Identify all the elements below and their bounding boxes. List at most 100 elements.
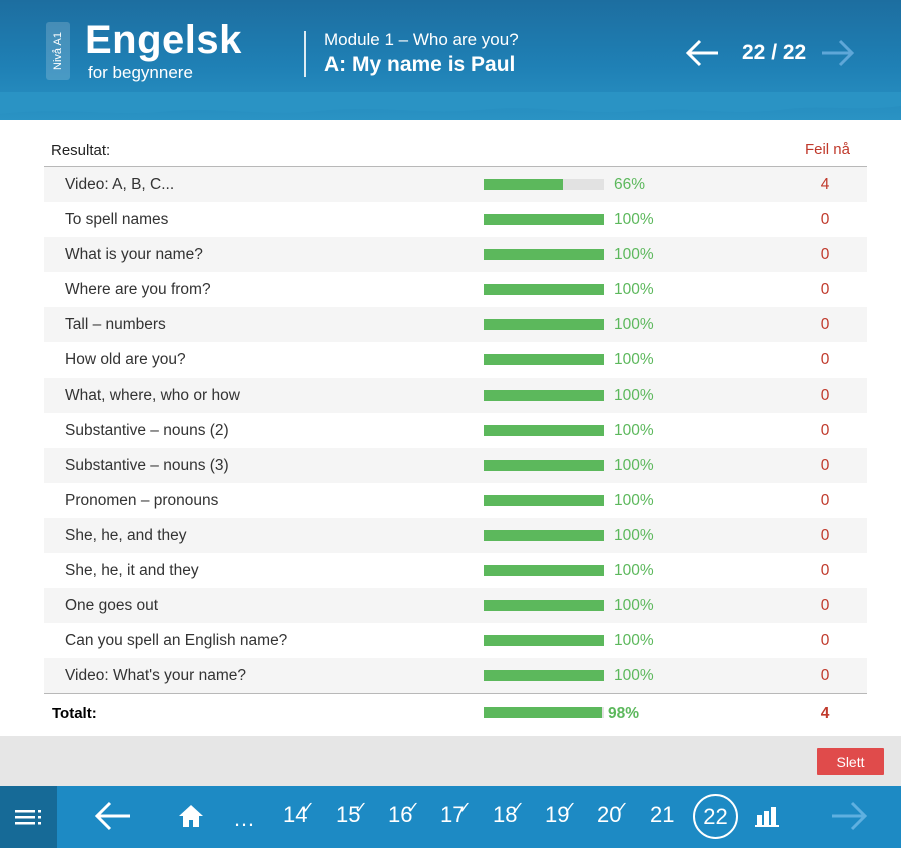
table-row: Video: What's your name? 100% 0: [44, 658, 867, 694]
percent-value: 100%: [614, 632, 654, 650]
total-label: Totalt:: [52, 705, 97, 723]
exercise-name: Pronomen – pronouns: [65, 491, 219, 509]
arrow-right-icon[interactable]: [818, 36, 856, 70]
page-number: 19: [545, 802, 570, 827]
table-row: Substantive – nouns (3) 100% 0: [44, 447, 867, 483]
exercise-name: Substantive – nouns (3): [65, 456, 229, 474]
exercise-name: Video: A, B, C...: [65, 176, 175, 193]
progress-bar: [484, 670, 604, 682]
page-link[interactable]: 20 ✓: [597, 800, 628, 828]
arrow-left-icon[interactable]: [93, 799, 133, 833]
percent-value: 100%: [614, 281, 654, 299]
error-count: 0: [820, 281, 830, 299]
delete-button[interactable]: Slett: [817, 748, 884, 775]
table-row: Where are you from? 100% 0: [44, 272, 867, 307]
error-count: 0: [820, 351, 830, 369]
progress-fill: [484, 529, 604, 541]
page-link[interactable]: 17 ✓: [440, 800, 471, 828]
level-badge: Nivå A1: [46, 22, 70, 80]
check-icon: ✓: [301, 800, 315, 817]
error-count: 0: [820, 491, 830, 509]
arrow-left-icon[interactable]: [684, 36, 722, 70]
percent-value: 100%: [614, 562, 654, 580]
check-icon: ✓: [563, 800, 577, 817]
total-percent: 98%: [608, 705, 640, 723]
exercise-name: What is your name?: [65, 246, 203, 264]
exercise-name: She, he, it and they: [65, 562, 199, 580]
total-errors: 4: [820, 705, 830, 723]
progress-bar: [484, 459, 604, 471]
course-subtitle: for begynnere: [88, 63, 193, 82]
table-row: Can you spell an English name? 100% 0: [44, 623, 867, 658]
page-number: 15: [336, 802, 361, 827]
total-progress-fill: [484, 707, 602, 719]
progress-bar: [484, 494, 604, 506]
page-number: 17: [440, 802, 465, 827]
exercise-name: One goes out: [65, 597, 159, 615]
error-count: 0: [820, 211, 830, 229]
progress-bar: [484, 354, 604, 366]
table-row: Tall – numbers 100% 0: [44, 307, 867, 343]
header-divider: [304, 31, 306, 77]
error-count: 0: [820, 456, 830, 474]
bottom-nav: … 14 ✓ 15 ✓ 16 ✓ 17 ✓ 18 ✓ 19 ✓ 20 ✓ 21 22: [0, 786, 901, 848]
page-link[interactable]: 18 ✓: [493, 800, 524, 828]
percent-value: 100%: [614, 316, 654, 334]
page-link[interactable]: 21: [650, 802, 674, 828]
total-progress-bar: [484, 707, 604, 719]
error-count: 0: [820, 316, 830, 334]
progress-fill: [484, 284, 604, 296]
results-heading: Resultat:: [51, 142, 111, 159]
table-row: She, he, and they 100% 0: [44, 517, 867, 554]
exercise-name: Where are you from?: [65, 281, 211, 299]
error-count: 0: [820, 632, 830, 650]
page-number: 16: [388, 802, 413, 827]
pagination-ellipsis: …: [233, 806, 255, 831]
error-count: 0: [820, 667, 830, 685]
page-link[interactable]: 16 ✓: [388, 800, 419, 828]
action-strip: [0, 736, 901, 786]
page-number: 21: [650, 802, 675, 827]
errors-heading: Feil nå: [804, 141, 850, 158]
current-page[interactable]: 22: [693, 794, 738, 839]
menu-button[interactable]: [0, 786, 57, 848]
page-link[interactable]: 19 ✓: [545, 800, 576, 828]
page-number: 14: [283, 802, 308, 827]
percent-value: 100%: [614, 667, 654, 685]
progress-bar: [484, 635, 604, 647]
page-counter: 22 / 22: [742, 41, 807, 64]
arrow-right-icon[interactable]: [829, 799, 869, 833]
exercise-name: How old are you?: [65, 351, 186, 369]
menu-list-icon: [15, 810, 41, 825]
bar-chart-icon[interactable]: [755, 805, 781, 827]
table-row: To spell names 100% 0: [44, 202, 867, 237]
progress-fill: [484, 214, 604, 226]
lesson-title: A: My name is Paul: [324, 53, 516, 76]
progress-bar: [484, 284, 604, 296]
home-icon[interactable]: [177, 802, 205, 830]
percent-value: 100%: [614, 456, 654, 474]
error-count: 0: [820, 597, 830, 615]
percent-value: 100%: [614, 386, 654, 404]
progress-fill: [484, 565, 604, 577]
page-link[interactable]: 15 ✓: [336, 800, 367, 828]
progress-fill: [484, 354, 604, 366]
header-brush-edge: [0, 92, 901, 114]
percent-value: 100%: [614, 491, 654, 509]
progress-bar: [484, 319, 604, 331]
percent-value: 100%: [614, 351, 654, 369]
table-row: She, he, it and they 100% 0: [44, 553, 867, 588]
check-icon: ✓: [511, 800, 525, 817]
error-count: 0: [820, 526, 830, 544]
table-row: What, where, who or how 100% 0: [44, 377, 867, 413]
progress-fill: [484, 459, 604, 471]
exercise-name: She, he, and they: [65, 526, 187, 544]
table-row: How old are you? 100% 0: [44, 342, 867, 377]
table-row: Pronomen – pronouns 100% 0: [44, 483, 867, 518]
progress-bar: [484, 214, 604, 226]
page-link[interactable]: 14 ✓: [283, 800, 314, 828]
check-icon: ✓: [458, 800, 472, 817]
exercise-name: What, where, who or how: [65, 386, 240, 404]
module-label: Module 1 – Who are you?: [324, 30, 519, 49]
progress-fill: [484, 670, 604, 682]
